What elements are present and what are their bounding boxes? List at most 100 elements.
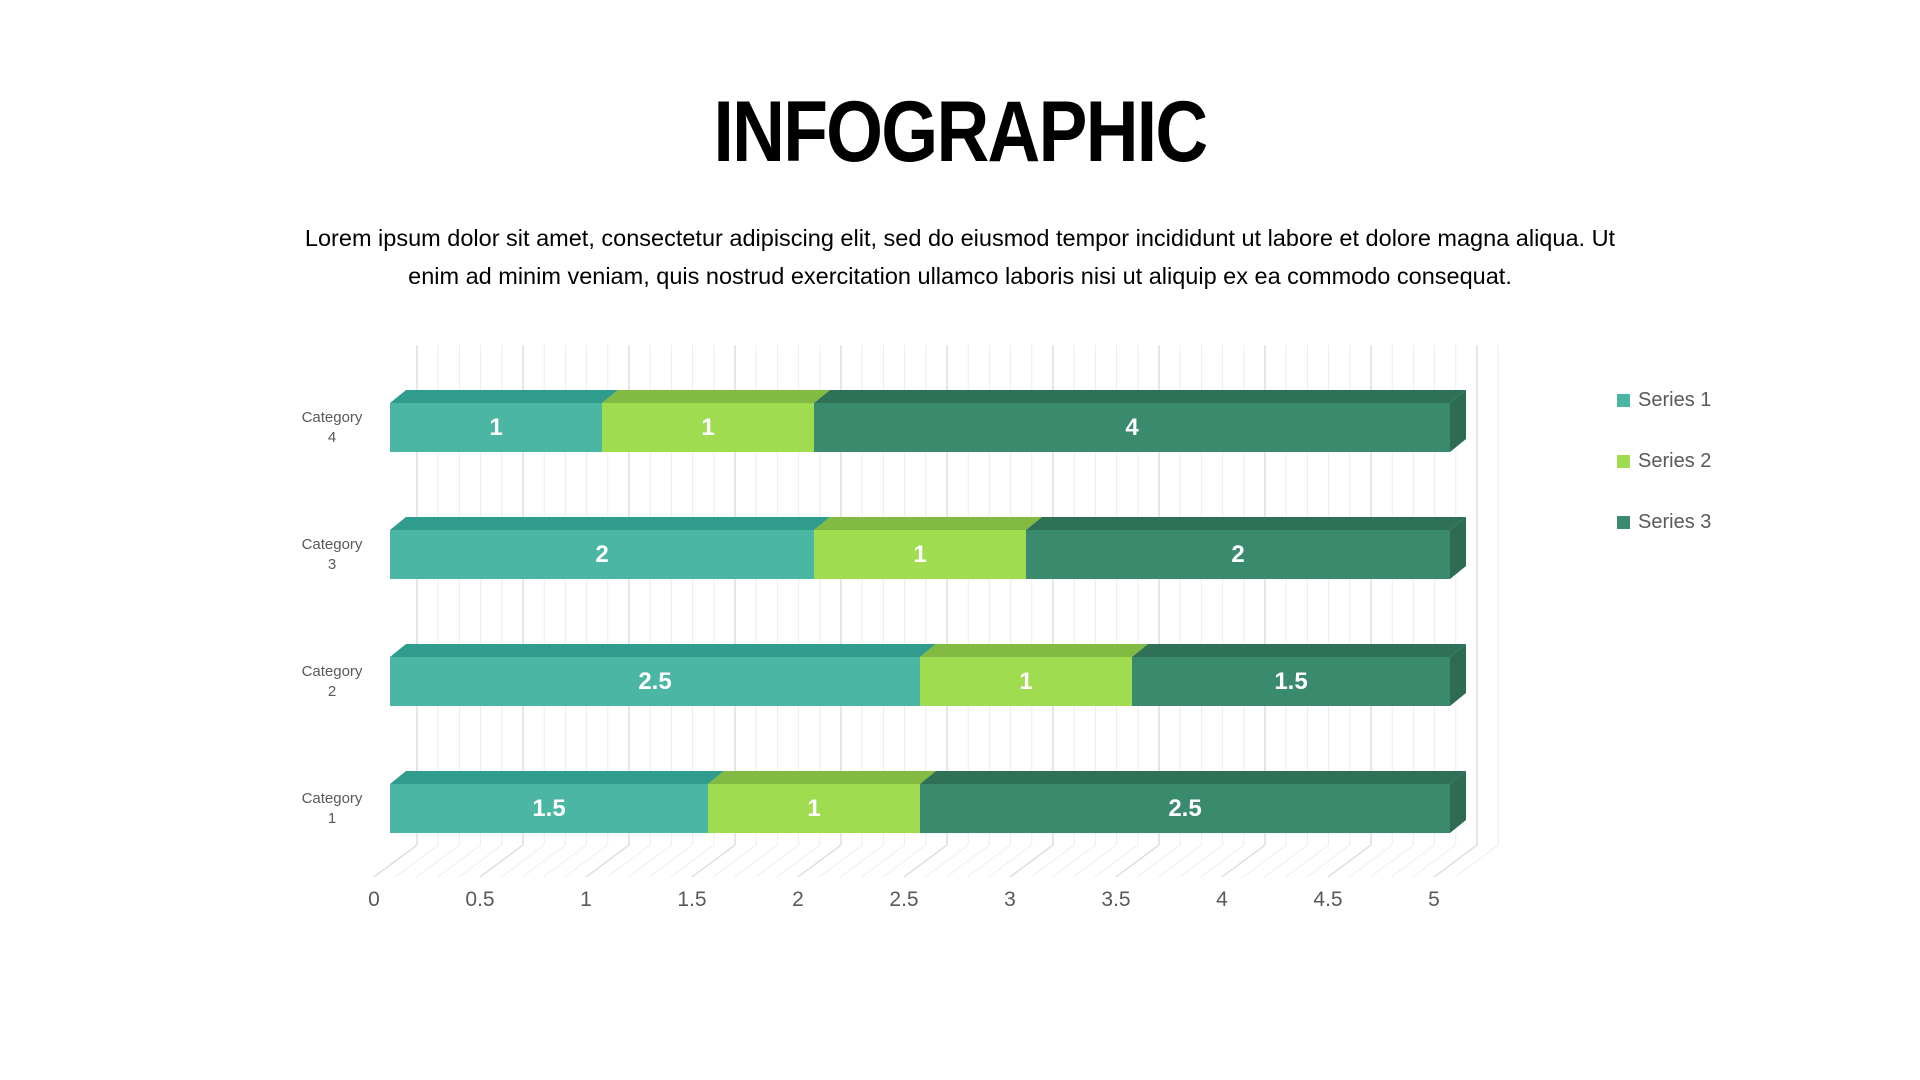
floor-hatch-line: [1285, 844, 1329, 878]
floor-hatch-line: [712, 844, 757, 878]
floor-hatch-line: [606, 844, 651, 878]
floor-hatch-line: [1009, 844, 1054, 878]
axis-tick-label: 5: [1428, 888, 1440, 911]
category-label: Category 1: [301, 789, 363, 827]
bar-value-label: 2: [1231, 541, 1245, 568]
floor-hatch-line: [585, 844, 630, 878]
floor-hatch-line: [458, 844, 503, 878]
subtitle: Lorem ipsum dolor sit amet, consectetur …: [0, 219, 1920, 295]
axis-tick-label: 4.5: [1313, 888, 1343, 911]
floor-hatch-line: [861, 844, 905, 878]
bar-top-face: [390, 771, 724, 784]
legend-swatch: [1617, 454, 1630, 468]
bar-value-label: 2.5: [638, 668, 672, 695]
axis-tick-label: 1: [580, 888, 592, 911]
floor-hatch-line: [670, 844, 715, 878]
floor-hatch-line: [1094, 844, 1139, 878]
bar-top-face: [814, 390, 1466, 403]
floor-hatch-line: [1348, 844, 1393, 878]
bar-segment-series-2[interactable]: 1: [920, 644, 1148, 706]
bar-top-face: [390, 644, 936, 657]
bar-top-face: [1026, 517, 1466, 530]
floor-hatch-line: [840, 844, 884, 878]
floor-hatch-line: [1179, 844, 1223, 878]
legend-label: Series 1: [1638, 389, 1712, 411]
floor-hatch-line: [1073, 844, 1117, 878]
floor-hatch-line: [776, 844, 821, 878]
floor-hatch-line: [967, 844, 1011, 878]
floor-hatch-line: [394, 844, 439, 878]
bar-segment-series-3[interactable]: 4: [814, 389, 1466, 452]
subtitle-line-2: enim ad minim veniam, quis nostrud exerc…: [408, 263, 1512, 289]
bar-value-label: 1: [701, 414, 715, 441]
floor-hatch-line: [1052, 844, 1096, 878]
floor-hatch-line: [1158, 844, 1202, 878]
floor-hatch-line: [1370, 844, 1414, 878]
floor-hatch-line: [1242, 844, 1287, 878]
floor-hatch-line: [1200, 844, 1245, 878]
legend-swatch: [1617, 393, 1630, 407]
bar-segment-series-1[interactable]: 1.5: [390, 771, 724, 833]
floor-hatch-line: [988, 844, 1033, 878]
bar-top-face: [602, 390, 830, 403]
bar-value-label: 4: [1125, 414, 1139, 441]
floor-hatch-line: [416, 844, 460, 878]
axis-tick-label: 0.5: [465, 888, 495, 911]
bar-segment-series-3[interactable]: 2: [1026, 516, 1466, 579]
legend-swatch: [1617, 515, 1630, 529]
floor-hatch-line: [1221, 844, 1266, 878]
floor-hatch-line: [500, 844, 545, 878]
floor-hatch-line: [649, 844, 693, 878]
floor-hatch-line: [437, 844, 481, 878]
bar-segment-series-2[interactable]: 1: [814, 517, 1042, 579]
stacked-bar-chart[interactable]: 1 1 4 2 1 2 2.5 1 1.5 1.5 1 2.5 Category 4 Category 3 C…: [0, 300, 1920, 960]
floor-hatch-line: [1264, 844, 1308, 878]
floor-hatch-line: [946, 844, 990, 878]
bar-value-label: 1.5: [532, 795, 566, 822]
bar-segment-series-1[interactable]: 1: [390, 390, 618, 452]
floor-hatch-line: [797, 844, 842, 878]
bar-top-face: [920, 771, 1466, 784]
axis-tick-label: 1.5: [677, 888, 707, 911]
floor-hatch-line: [755, 844, 799, 878]
axis-tick-label: 2: [792, 888, 804, 911]
bar-segment-series-3[interactable]: 1.5: [1132, 643, 1466, 706]
floor-hatch-line: [1306, 844, 1351, 878]
bar-segment-series-1[interactable]: 2: [390, 517, 830, 579]
bar-top-face: [708, 771, 936, 784]
bar-segment-series-2[interactable]: 1: [602, 390, 830, 452]
floor-hatch-line: [522, 844, 566, 878]
floor-hatch-line: [818, 844, 863, 878]
legend-label: Series 2: [1638, 450, 1712, 472]
bar-top-face: [814, 517, 1042, 530]
floor-hatch-line: [1454, 844, 1499, 878]
page-title-text: INFOGRAPHIC: [713, 84, 1209, 180]
floor-hatch-line: [924, 844, 969, 878]
legend-item-series-1[interactable]: Series 1: [1617, 388, 1711, 412]
bar-segment-series-3[interactable]: 2.5: [920, 770, 1466, 833]
floor-hatch-line: [628, 844, 672, 878]
floor-hatch-line: [882, 844, 927, 878]
bar-value-label: 1: [913, 541, 927, 568]
axis-tick-label: 4: [1216, 888, 1228, 911]
bar-top-face: [390, 390, 618, 403]
bar-top-face: [390, 517, 830, 530]
subtitle-line-1: Lorem ipsum dolor sit amet, consectetur …: [304, 225, 1616, 251]
floor-hatch-line: [1391, 844, 1435, 878]
category-label: Category 3: [301, 535, 363, 573]
floor-hatch-line: [1030, 844, 1075, 878]
floor-hatch-line: [1412, 844, 1457, 878]
bar-value-label: 1: [1019, 668, 1033, 695]
floor-hatch-line: [1327, 844, 1372, 878]
floor-hatch-line: [479, 844, 524, 878]
bar-value-label: 1: [489, 414, 503, 441]
bar-value-label: 1.5: [1274, 668, 1308, 695]
page-title: INFOGRAPHIC: [0, 84, 1920, 180]
bar-segment-series-2[interactable]: 1: [708, 771, 936, 833]
floor-hatch-line: [1136, 844, 1181, 878]
floor-hatch-line: [1115, 844, 1160, 878]
legend-item-series-3[interactable]: Series 3: [1617, 510, 1711, 534]
bar-segment-series-1[interactable]: 2.5: [390, 644, 936, 706]
legend-item-series-2[interactable]: Series 2: [1617, 449, 1711, 473]
